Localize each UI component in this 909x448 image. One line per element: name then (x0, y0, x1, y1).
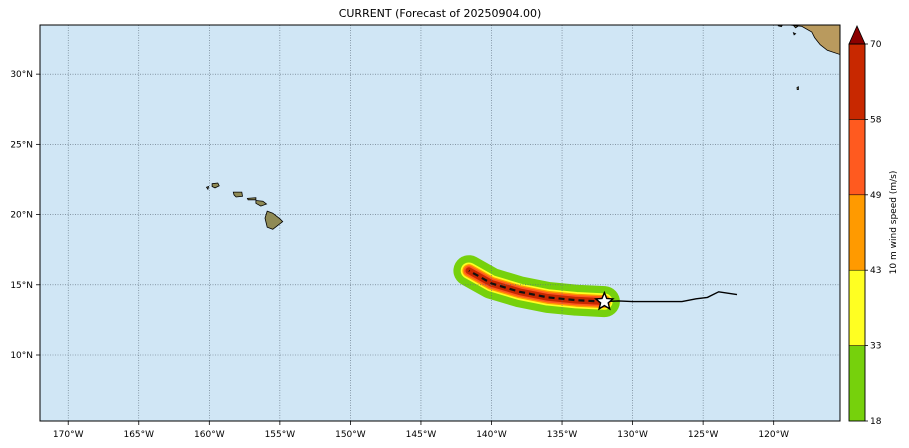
colorbar-tick-label: 43 (870, 266, 881, 276)
channel-island (777, 25, 783, 28)
colorbar-segment (848, 119, 866, 196)
lon-tick-label: 155°W (265, 430, 296, 440)
lon-tick-label: 140°W (476, 430, 507, 440)
lon-tick-label: 160°W (194, 430, 225, 440)
colorbar-tick-label: 18 (870, 417, 882, 427)
lon-tick-label: 135°W (547, 430, 578, 440)
colorbar-segment (848, 194, 866, 271)
forecast-track-line (468, 269, 605, 303)
lon-tick-label: 120°W (758, 430, 789, 440)
map-frame (39, 24, 841, 422)
lat-tick-label: 15°N (10, 281, 33, 291)
colorbar-segment (848, 345, 866, 422)
lat-axis: 10°N 15°N 20°N 25°N 30°N (10, 70, 40, 361)
colorbar-segment (848, 269, 866, 346)
colorbar-tick-label: 33 (870, 342, 881, 352)
map-title: CURRENT (Forecast of 20250904.00) (338, 7, 542, 20)
lat-tick-label: 20°N (10, 211, 33, 221)
lon-tick-label: 130°W (617, 430, 648, 440)
island-guadalupe (796, 86, 799, 90)
ocean (40, 25, 840, 421)
lon-tick-label: 150°W (335, 430, 366, 440)
lon-axis: 170°W 165°W 160°W 155°W 150°W 145°W 140°W 135°W… (53, 421, 789, 440)
lat-tick-label: 25°N (10, 140, 33, 150)
lon-tick-label: 125°W (688, 430, 719, 440)
island-oahu (232, 191, 243, 198)
island-maui (255, 200, 268, 207)
lon-tick-label: 165°W (123, 430, 154, 440)
island-kauai (211, 182, 220, 189)
channel-island (792, 31, 797, 36)
colorbar-tick-label: 49 (870, 191, 882, 201)
lon-tick-label: 145°W (406, 430, 437, 440)
lon-tick-label: 170°W (53, 430, 84, 440)
colorbar-segment (848, 43, 866, 120)
storm-tracks (468, 269, 738, 311)
mainland-baja (789, 25, 840, 55)
island-molokai (246, 197, 257, 201)
colorbar-tick-label: 70 (870, 40, 882, 50)
current-position-star-icon (594, 290, 615, 311)
colorbar-label: 10 m wind speed (m/s) (889, 171, 899, 275)
colorbar-frame (848, 43, 866, 422)
colorbar: 18 33 43 49 58 70 10 m wind speed (m/s) (848, 25, 899, 427)
colorbar-extension-icon (848, 25, 866, 45)
past-track-line (604, 291, 738, 303)
channel-island (792, 25, 799, 29)
colorbar-tick-label: 58 (870, 115, 882, 125)
landmasses (205, 25, 840, 230)
island-hawaii (264, 210, 284, 230)
island-niihau (205, 185, 210, 191)
lat-tick-label: 30°N (10, 70, 33, 80)
lat-tick-label: 10°N (10, 351, 33, 361)
